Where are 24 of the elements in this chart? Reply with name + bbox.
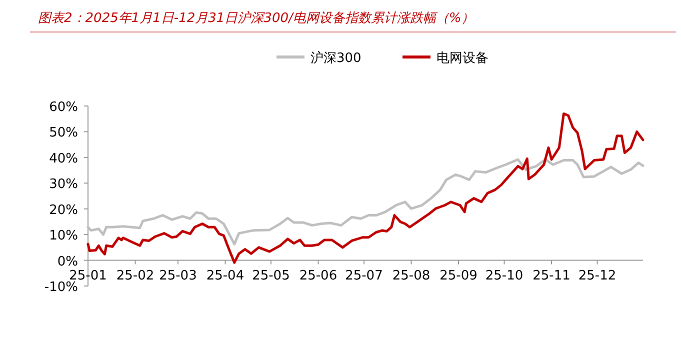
y-tick-label: 50% [49,126,78,141]
line-series [86,158,644,246]
chart-title: 图表2：2025年1月1日-12月31日沪深300/电网设备指数累计涨跌幅（%） [38,10,474,26]
x-tick-label: 25-07 [345,268,383,284]
y-tick-label: 30% [49,177,78,192]
y-tick-label: 60% [49,100,78,115]
x-tick-label: 25-06 [299,268,338,284]
y-tick-label: 40% [49,151,78,166]
legend-label: 沪深300 [310,50,362,66]
line-series [86,112,644,264]
x-tick-label: 25-02 [116,268,154,284]
x-tick-label: 25-05 [252,268,290,284]
y-tick-label: 20% [49,202,78,218]
x-tick-label: 25-08 [392,268,430,284]
x-tick-label: 25-10 [485,268,524,284]
y-tick-label: -10% [44,280,78,295]
legend-label: 电网设备 [436,51,488,66]
x-tick-label: 25-03 [159,268,197,284]
x-tick-label: 25-12 [578,268,616,284]
x-tick-label: 25-11 [532,268,570,284]
x-tick-label: 25-04 [206,268,244,284]
y-tick-label: 0% [57,254,78,270]
y-tick-label: 10% [49,228,78,244]
x-tick-label: 25-09 [440,268,478,284]
